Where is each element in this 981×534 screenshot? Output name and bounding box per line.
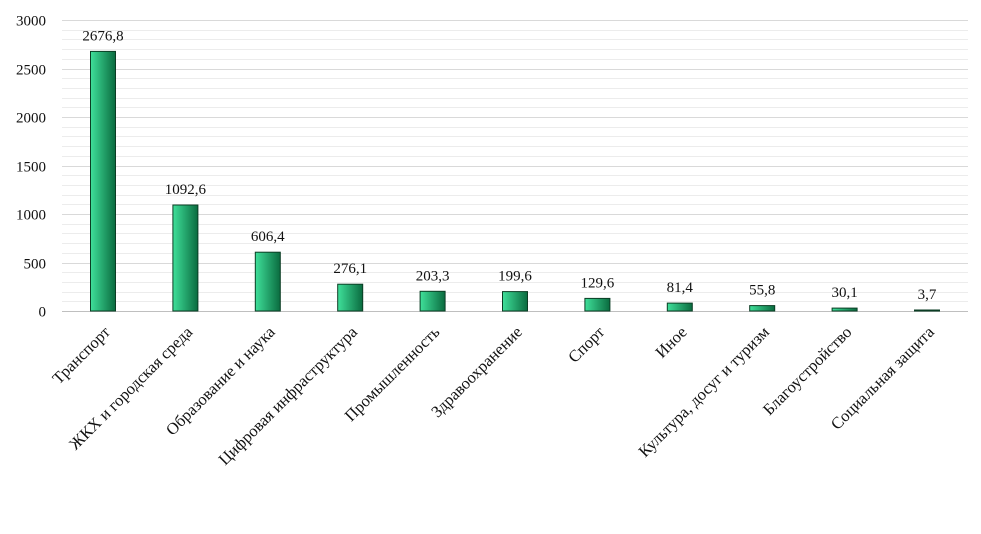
y-tick-label: 1000 [16,208,46,224]
data-labels: 2676,8 1092,6 606,4 276,1 203,3 199,6 129,6 81,… [82,28,937,303]
bar [254,251,281,312]
x-tick-label: Цифровая инфраструктура [215,322,362,469]
y-axis-ticks: 0 500 1000 1500 2000 2500 3000 [16,14,46,321]
bar [831,307,858,312]
bar [419,290,446,312]
bars [90,50,940,312]
bar [337,283,364,312]
y-tick-label: 0 [39,305,47,321]
bar [172,204,199,312]
data-label: 30,1 [831,285,857,301]
data-label: 1092,6 [165,182,207,198]
data-label: 203,3 [416,268,450,284]
x-tick-label: Спорт [564,322,608,366]
data-label: 606,4 [251,229,285,245]
x-tick-label: Транспорт [48,322,113,387]
y-tick-label: 2000 [16,111,46,127]
data-label: 199,6 [498,269,532,285]
y-tick-label: 3000 [16,14,46,30]
bar [90,50,116,312]
x-tick-label: Иное [651,322,690,361]
bar [502,291,528,312]
y-tick-label: 500 [24,257,47,273]
y-tick-label: 2500 [16,63,46,79]
data-label: 129,6 [581,275,615,291]
bar [584,297,611,312]
data-label: 276,1 [333,261,367,277]
data-label: 81,4 [667,280,694,296]
bar [749,305,776,312]
data-label: 2676,8 [82,28,123,44]
data-label: 3,7 [918,287,937,303]
bar [914,309,940,312]
bar [666,302,693,312]
data-label: 55,8 [749,283,775,299]
y-tick-label: 1500 [16,160,46,176]
